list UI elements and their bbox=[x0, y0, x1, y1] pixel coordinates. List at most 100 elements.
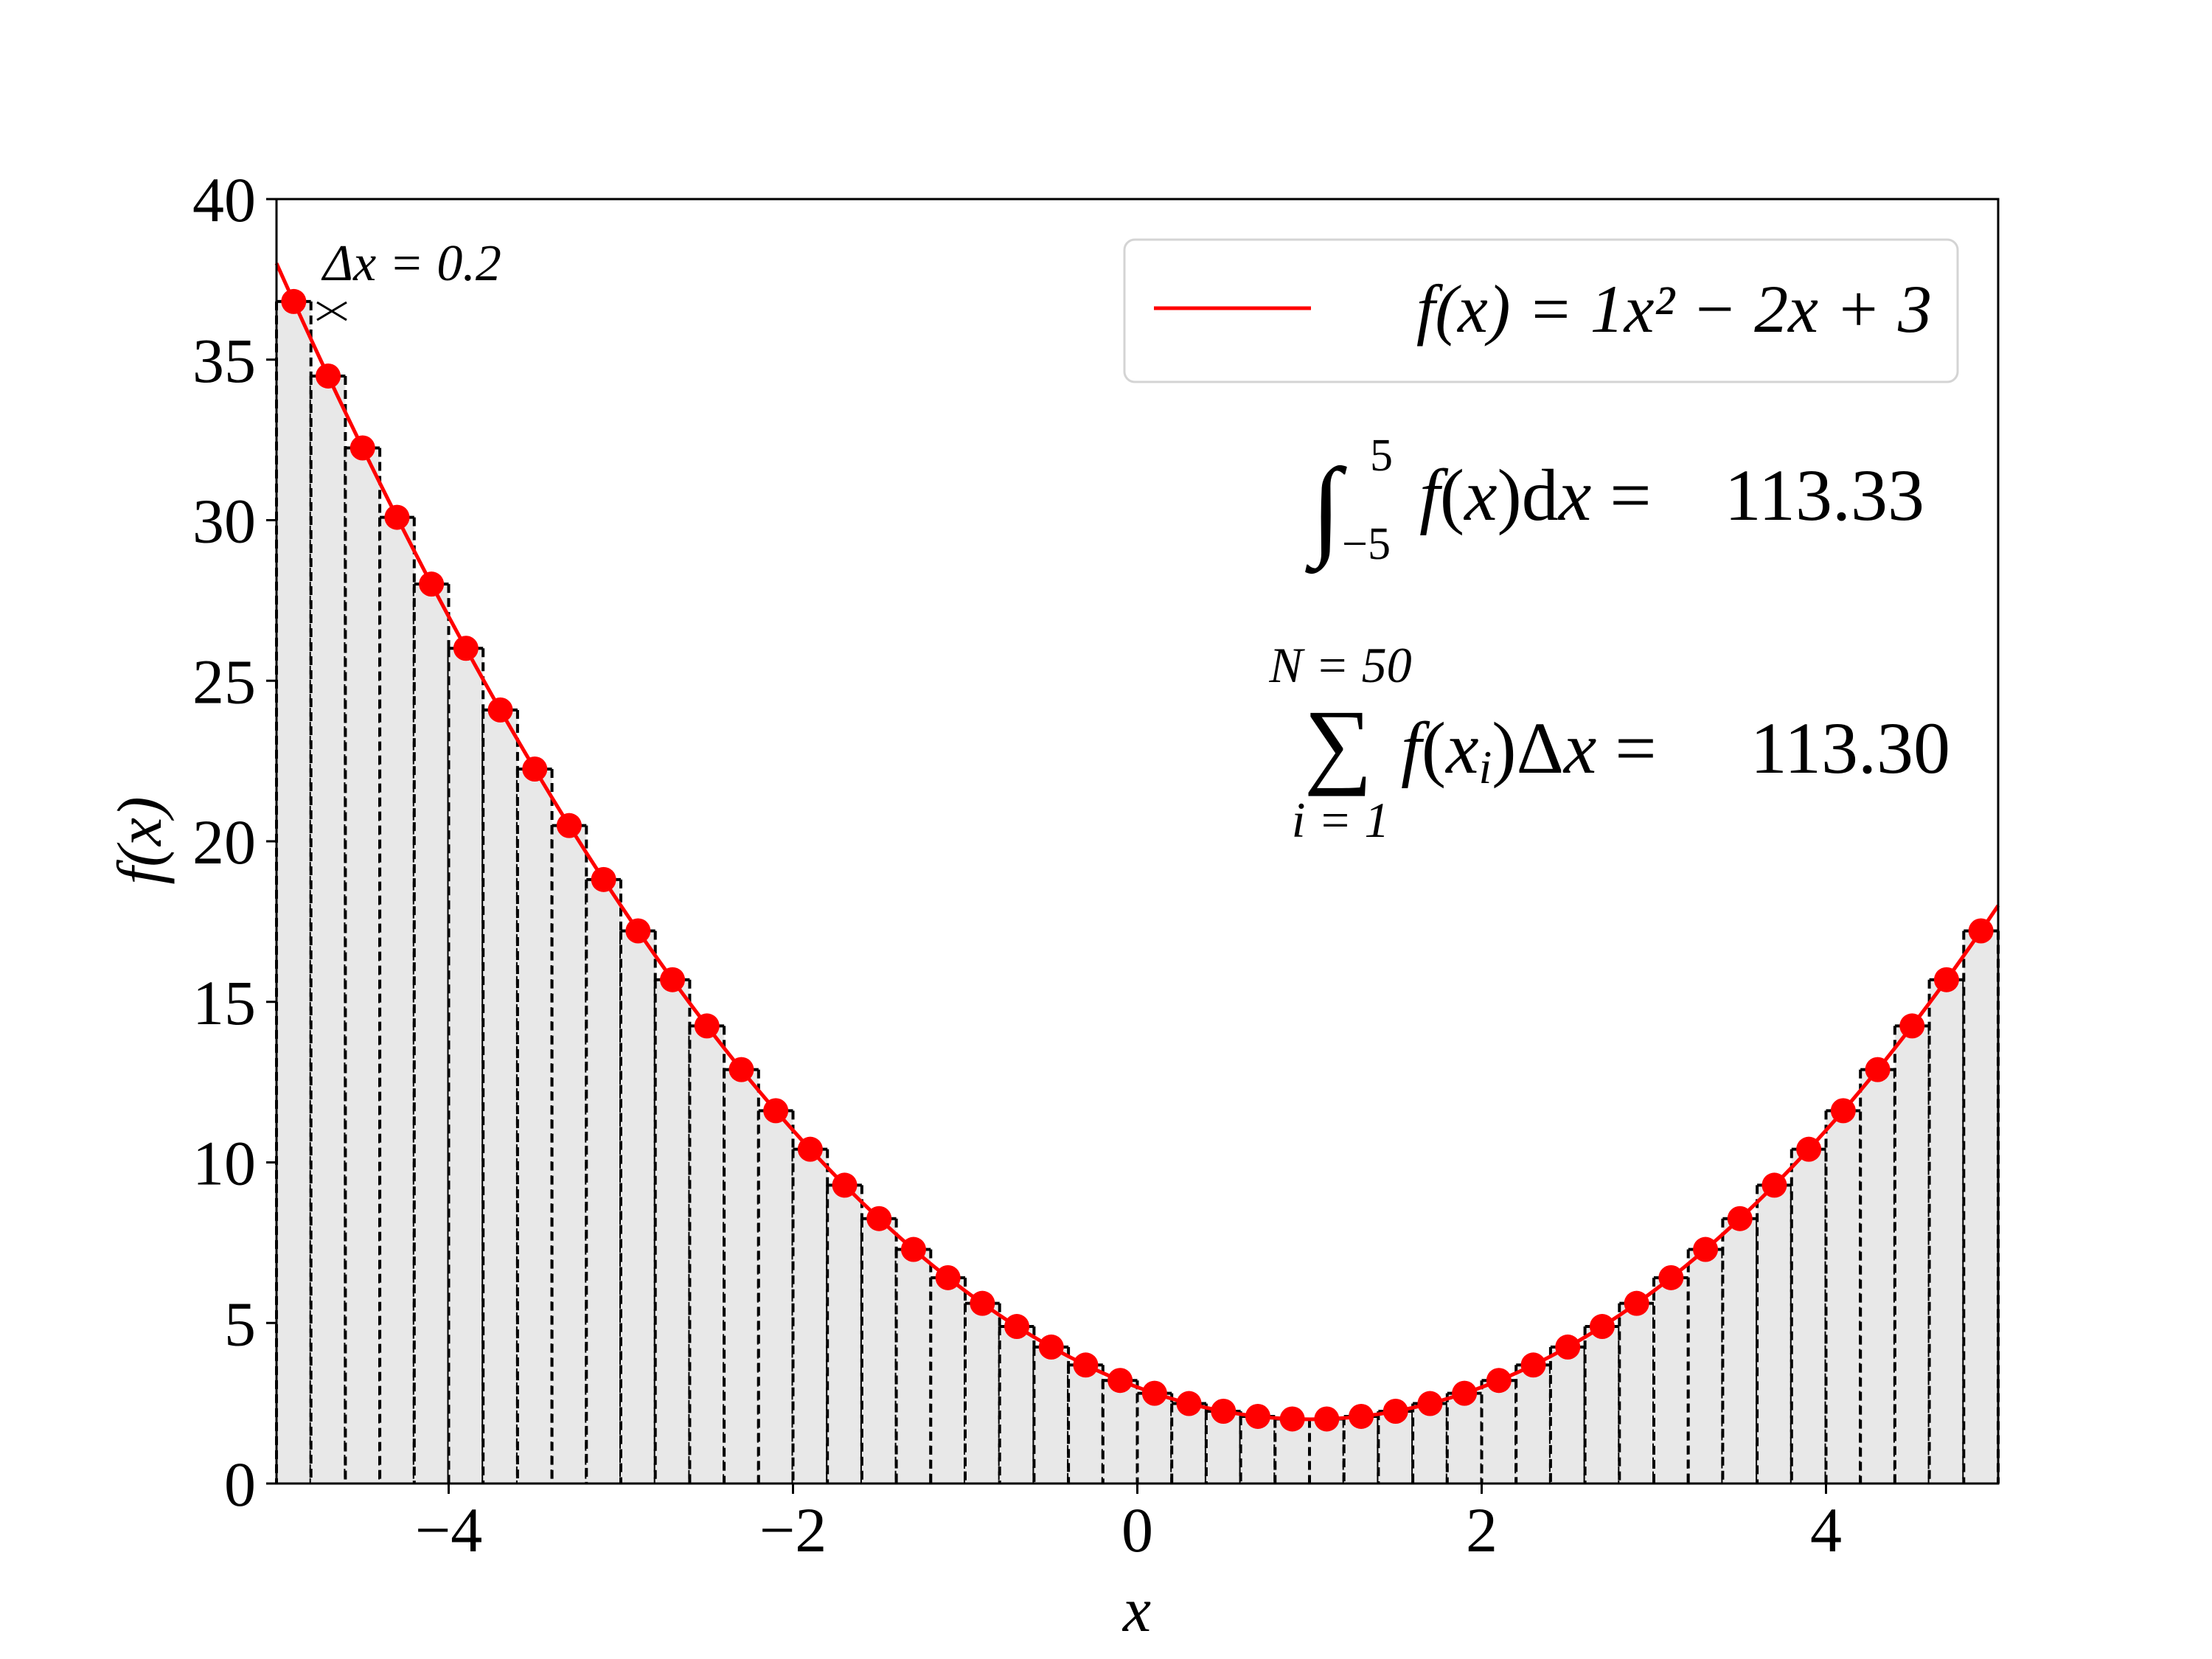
y-tick-label: 0 bbox=[224, 1449, 256, 1520]
integral-expression: f(x)dx = bbox=[1419, 454, 1652, 536]
bar-fill bbox=[1964, 931, 1998, 1484]
bar-fill bbox=[1826, 1110, 1861, 1484]
bar-fill bbox=[758, 1110, 793, 1484]
bar-fill bbox=[1550, 1346, 1585, 1484]
sample-point bbox=[1211, 1399, 1237, 1425]
sample-point bbox=[419, 571, 445, 597]
sample-point bbox=[349, 435, 375, 461]
sample-point bbox=[1658, 1265, 1684, 1290]
bar-fill bbox=[310, 375, 346, 1484]
bar-fill bbox=[586, 879, 621, 1484]
bar-fill bbox=[345, 448, 380, 1484]
bar-fill bbox=[1619, 1303, 1654, 1484]
y-tick-label: 15 bbox=[192, 967, 256, 1038]
sample-point bbox=[1486, 1368, 1512, 1394]
y-tick-label: 5 bbox=[224, 1288, 256, 1359]
sum-annotation: N = 50 ∑ i = 1 f(xi)Δx = 113.30 bbox=[1268, 637, 1950, 848]
bar-fill bbox=[483, 709, 518, 1484]
bar-fill bbox=[724, 1069, 759, 1484]
bar-fill bbox=[1860, 1069, 1895, 1484]
bar-fill bbox=[621, 931, 655, 1484]
sample-point bbox=[1624, 1290, 1649, 1316]
sample-point bbox=[1693, 1237, 1719, 1262]
bar-fill bbox=[1068, 1365, 1103, 1484]
sample-point bbox=[1865, 1057, 1891, 1082]
y-tick-label: 25 bbox=[192, 646, 256, 717]
bar-fill bbox=[793, 1149, 828, 1484]
bar-fill bbox=[552, 825, 587, 1484]
bar-fill bbox=[517, 769, 552, 1484]
sample-point bbox=[487, 697, 513, 723]
bar-fill bbox=[448, 648, 484, 1484]
sample-point bbox=[1245, 1403, 1270, 1429]
sample-point bbox=[1382, 1399, 1408, 1425]
sample-point bbox=[1107, 1368, 1133, 1394]
sample-point bbox=[1417, 1391, 1443, 1416]
x-tick-label: −4 bbox=[415, 1495, 483, 1565]
y-tick-label: 20 bbox=[192, 807, 256, 877]
legend-box bbox=[1123, 238, 1959, 383]
sample-point bbox=[1761, 1172, 1787, 1198]
sample-point bbox=[453, 636, 479, 661]
sample-point bbox=[660, 967, 686, 992]
integral-annotation: ∫ 5 −5 f(x)dx = 113.33 bbox=[1305, 431, 1924, 574]
sample-point bbox=[1452, 1380, 1478, 1406]
bar-fill bbox=[1654, 1277, 1688, 1484]
sample-point bbox=[1796, 1136, 1822, 1162]
x-axis-ticks: −4 −2 0 2 4 bbox=[415, 1484, 1842, 1565]
sample-point bbox=[1314, 1406, 1340, 1432]
sample-point bbox=[1004, 1314, 1030, 1340]
sample-point bbox=[316, 363, 341, 389]
sample-point bbox=[728, 1057, 754, 1082]
bar-fill bbox=[414, 584, 449, 1484]
x-axis-label: x bbox=[1121, 1574, 1151, 1645]
sample-point bbox=[1073, 1352, 1099, 1378]
bar-fill bbox=[380, 517, 414, 1484]
bar-fill bbox=[931, 1277, 965, 1484]
sample-point bbox=[1933, 967, 1959, 992]
bar-fill bbox=[1757, 1185, 1792, 1484]
y-tick-label: 30 bbox=[192, 486, 256, 557]
sample-point bbox=[384, 504, 410, 530]
y-tick-label: 10 bbox=[192, 1128, 256, 1199]
dx-annotation: Δx = 0.2 bbox=[316, 235, 501, 321]
bar-fill bbox=[1516, 1365, 1551, 1484]
sum-lower-limit: i = 1 bbox=[1292, 792, 1390, 848]
sample-point bbox=[866, 1206, 892, 1231]
sample-point bbox=[1589, 1314, 1615, 1340]
sum-value: 113.30 bbox=[1750, 707, 1950, 789]
legend: f(x) = 1x² − 2x + 3 bbox=[1123, 238, 1959, 383]
sample-point bbox=[1349, 1403, 1374, 1429]
integral-sign: ∫ bbox=[1305, 446, 1347, 574]
sum-expression: f(xi)Δx = bbox=[1401, 707, 1657, 793]
sample-point bbox=[1038, 1334, 1064, 1360]
bar-fill bbox=[965, 1303, 1000, 1484]
sum-sigma-sign: ∑ bbox=[1304, 691, 1373, 797]
sample-point bbox=[763, 1098, 789, 1124]
bar-fill bbox=[1034, 1346, 1069, 1484]
sample-point bbox=[625, 918, 651, 944]
x-tick-label: 0 bbox=[1121, 1495, 1153, 1565]
sample-point bbox=[1727, 1206, 1753, 1231]
sample-point bbox=[1830, 1098, 1856, 1124]
bar-fill bbox=[655, 979, 690, 1484]
sample-point bbox=[832, 1172, 858, 1198]
sample-point bbox=[591, 866, 616, 892]
x-tick-label: 4 bbox=[1810, 1495, 1842, 1565]
bar-fill bbox=[827, 1185, 862, 1484]
sample-point bbox=[900, 1237, 926, 1262]
integral-upper-bound: 5 bbox=[1370, 431, 1393, 481]
sample-point bbox=[522, 757, 548, 782]
y-axis-ticks: 0 5 10 15 20 25 30 35 40 bbox=[192, 164, 276, 1520]
y-tick-label: 40 bbox=[192, 164, 256, 235]
bar-fill bbox=[276, 301, 311, 1484]
dx-label: Δx = 0.2 bbox=[321, 235, 501, 292]
bar-fill bbox=[1688, 1249, 1723, 1484]
x-tick-label: 2 bbox=[1466, 1495, 1498, 1565]
bar-fill bbox=[1929, 979, 1964, 1484]
bar-fill bbox=[999, 1326, 1034, 1484]
integral-value: 113.33 bbox=[1725, 454, 1924, 536]
dx-arrow-right bbox=[316, 301, 347, 321]
sample-points bbox=[281, 288, 1994, 1432]
